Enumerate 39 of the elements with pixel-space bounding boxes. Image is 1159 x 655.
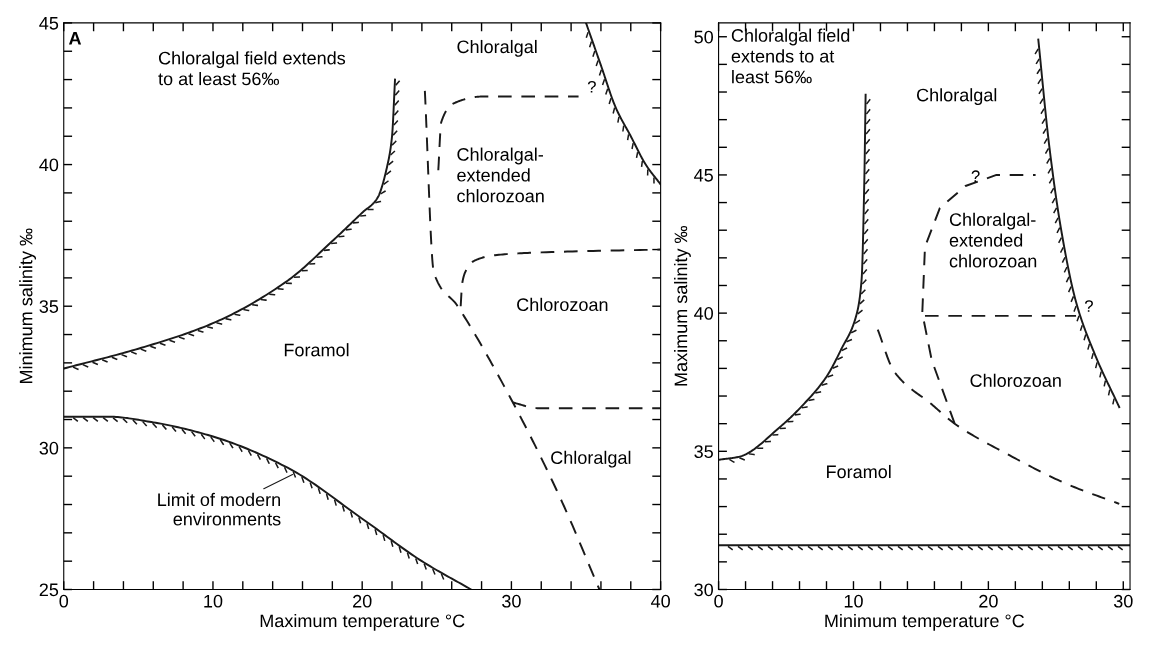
y-tick-label: 45 [694,169,713,182]
x-tick-label: 20 [979,594,998,608]
x-tick-label: 10 [204,594,223,608]
x-tick-label: 0 [59,594,69,608]
annotation: Chloralgal [457,39,537,57]
y-tick-label: 45 [39,17,59,30]
annotation: Foramol [284,343,349,357]
annotation: ? [587,80,596,93]
y-tick-label: 40 [39,158,59,172]
y-tick-label: 30 [39,441,59,455]
annotation: A [68,32,82,45]
x-axis-title: Minimum temperature °C [825,613,1025,631]
x-tick-label: 10 [844,594,863,608]
y-axis-title: Maximum salinity ‰ [674,225,691,386]
annotation: Chloralgal [916,88,997,105]
x-tick-label: 20 [353,594,372,608]
annotation: Chlorozoan [970,373,1061,387]
y-tick-label: 40 [694,307,714,320]
annotation: Chloralgal [551,450,631,468]
annotation: Chlorozoan [517,297,608,312]
annotation: Chloralgal field extends to at least 56‰ [731,28,850,84]
y-axis-title: Minimum salinity ‰ [19,228,37,383]
y-tick-label: 50 [694,30,714,44]
y-tick-label: 35 [694,445,713,459]
x-tick-label: 40 [651,594,670,608]
annotation: ? [1084,300,1093,312]
x-tick-label: 30 [1113,594,1133,608]
annotation: ? [971,170,980,182]
y-tick-label: 35 [39,300,59,313]
y-tick-label: 30 [694,583,714,597]
x-axis-title: Maximum temperature °C [260,613,465,631]
y-tick-label: 25 [39,583,59,597]
annotation: Chloralgal field extends to at least 56‰ [158,51,346,86]
x-tick-label: 0 [714,594,723,608]
annotation: Foramol [827,464,891,479]
annotation: Chloralgal- extended chlorozoan [949,212,1037,268]
annotation: Chloralgal- extended chlorozoan [457,147,544,203]
annotation: Limit of modern environments [158,492,281,526]
x-tick-label: 30 [502,594,521,608]
